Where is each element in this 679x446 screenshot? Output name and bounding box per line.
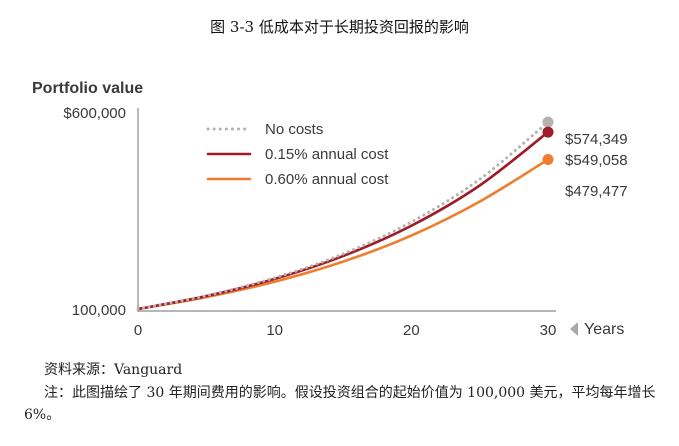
legend-label: 0.15% annual cost [265, 146, 389, 163]
x-axis-label: Years [584, 321, 624, 338]
series-end-label: $549,058 [565, 152, 628, 169]
legend-label: 0.60% annual cost [265, 171, 389, 188]
footnote: 注：此图描绘了 30 年期间费用的影响。假设投资组合的起始价值为 100,000… [24, 385, 656, 423]
y-tick-label: 100,000 [72, 302, 126, 319]
portfolio-value-chart: Portfolio value 100,000$600,000 0 10 20 30 … [32, 80, 628, 339]
series-end-point [542, 126, 554, 138]
x-tick-label: 30 [540, 322, 557, 339]
series-line [136, 130, 550, 311]
years-arrow-icon [570, 322, 578, 336]
x-tick-label: 0 [134, 322, 142, 339]
series-end-label: $574,349 [565, 131, 628, 148]
series-end-point [542, 153, 554, 165]
source-note: 资料来源：Vanguard [44, 362, 183, 378]
x-tick-label: 20 [403, 322, 420, 339]
figure-caption: 图 3-3 低成本对于长期投资回报的影响 [210, 18, 469, 36]
y-axis-label: Portfolio value [32, 80, 143, 97]
series-line [136, 120, 550, 311]
y-tick-label: $600,000 [63, 105, 126, 122]
series-end-label: $479,477 [565, 183, 628, 200]
x-tick-label: 10 [266, 322, 283, 339]
legend-label: No costs [265, 121, 323, 138]
series-end-point [542, 116, 554, 128]
